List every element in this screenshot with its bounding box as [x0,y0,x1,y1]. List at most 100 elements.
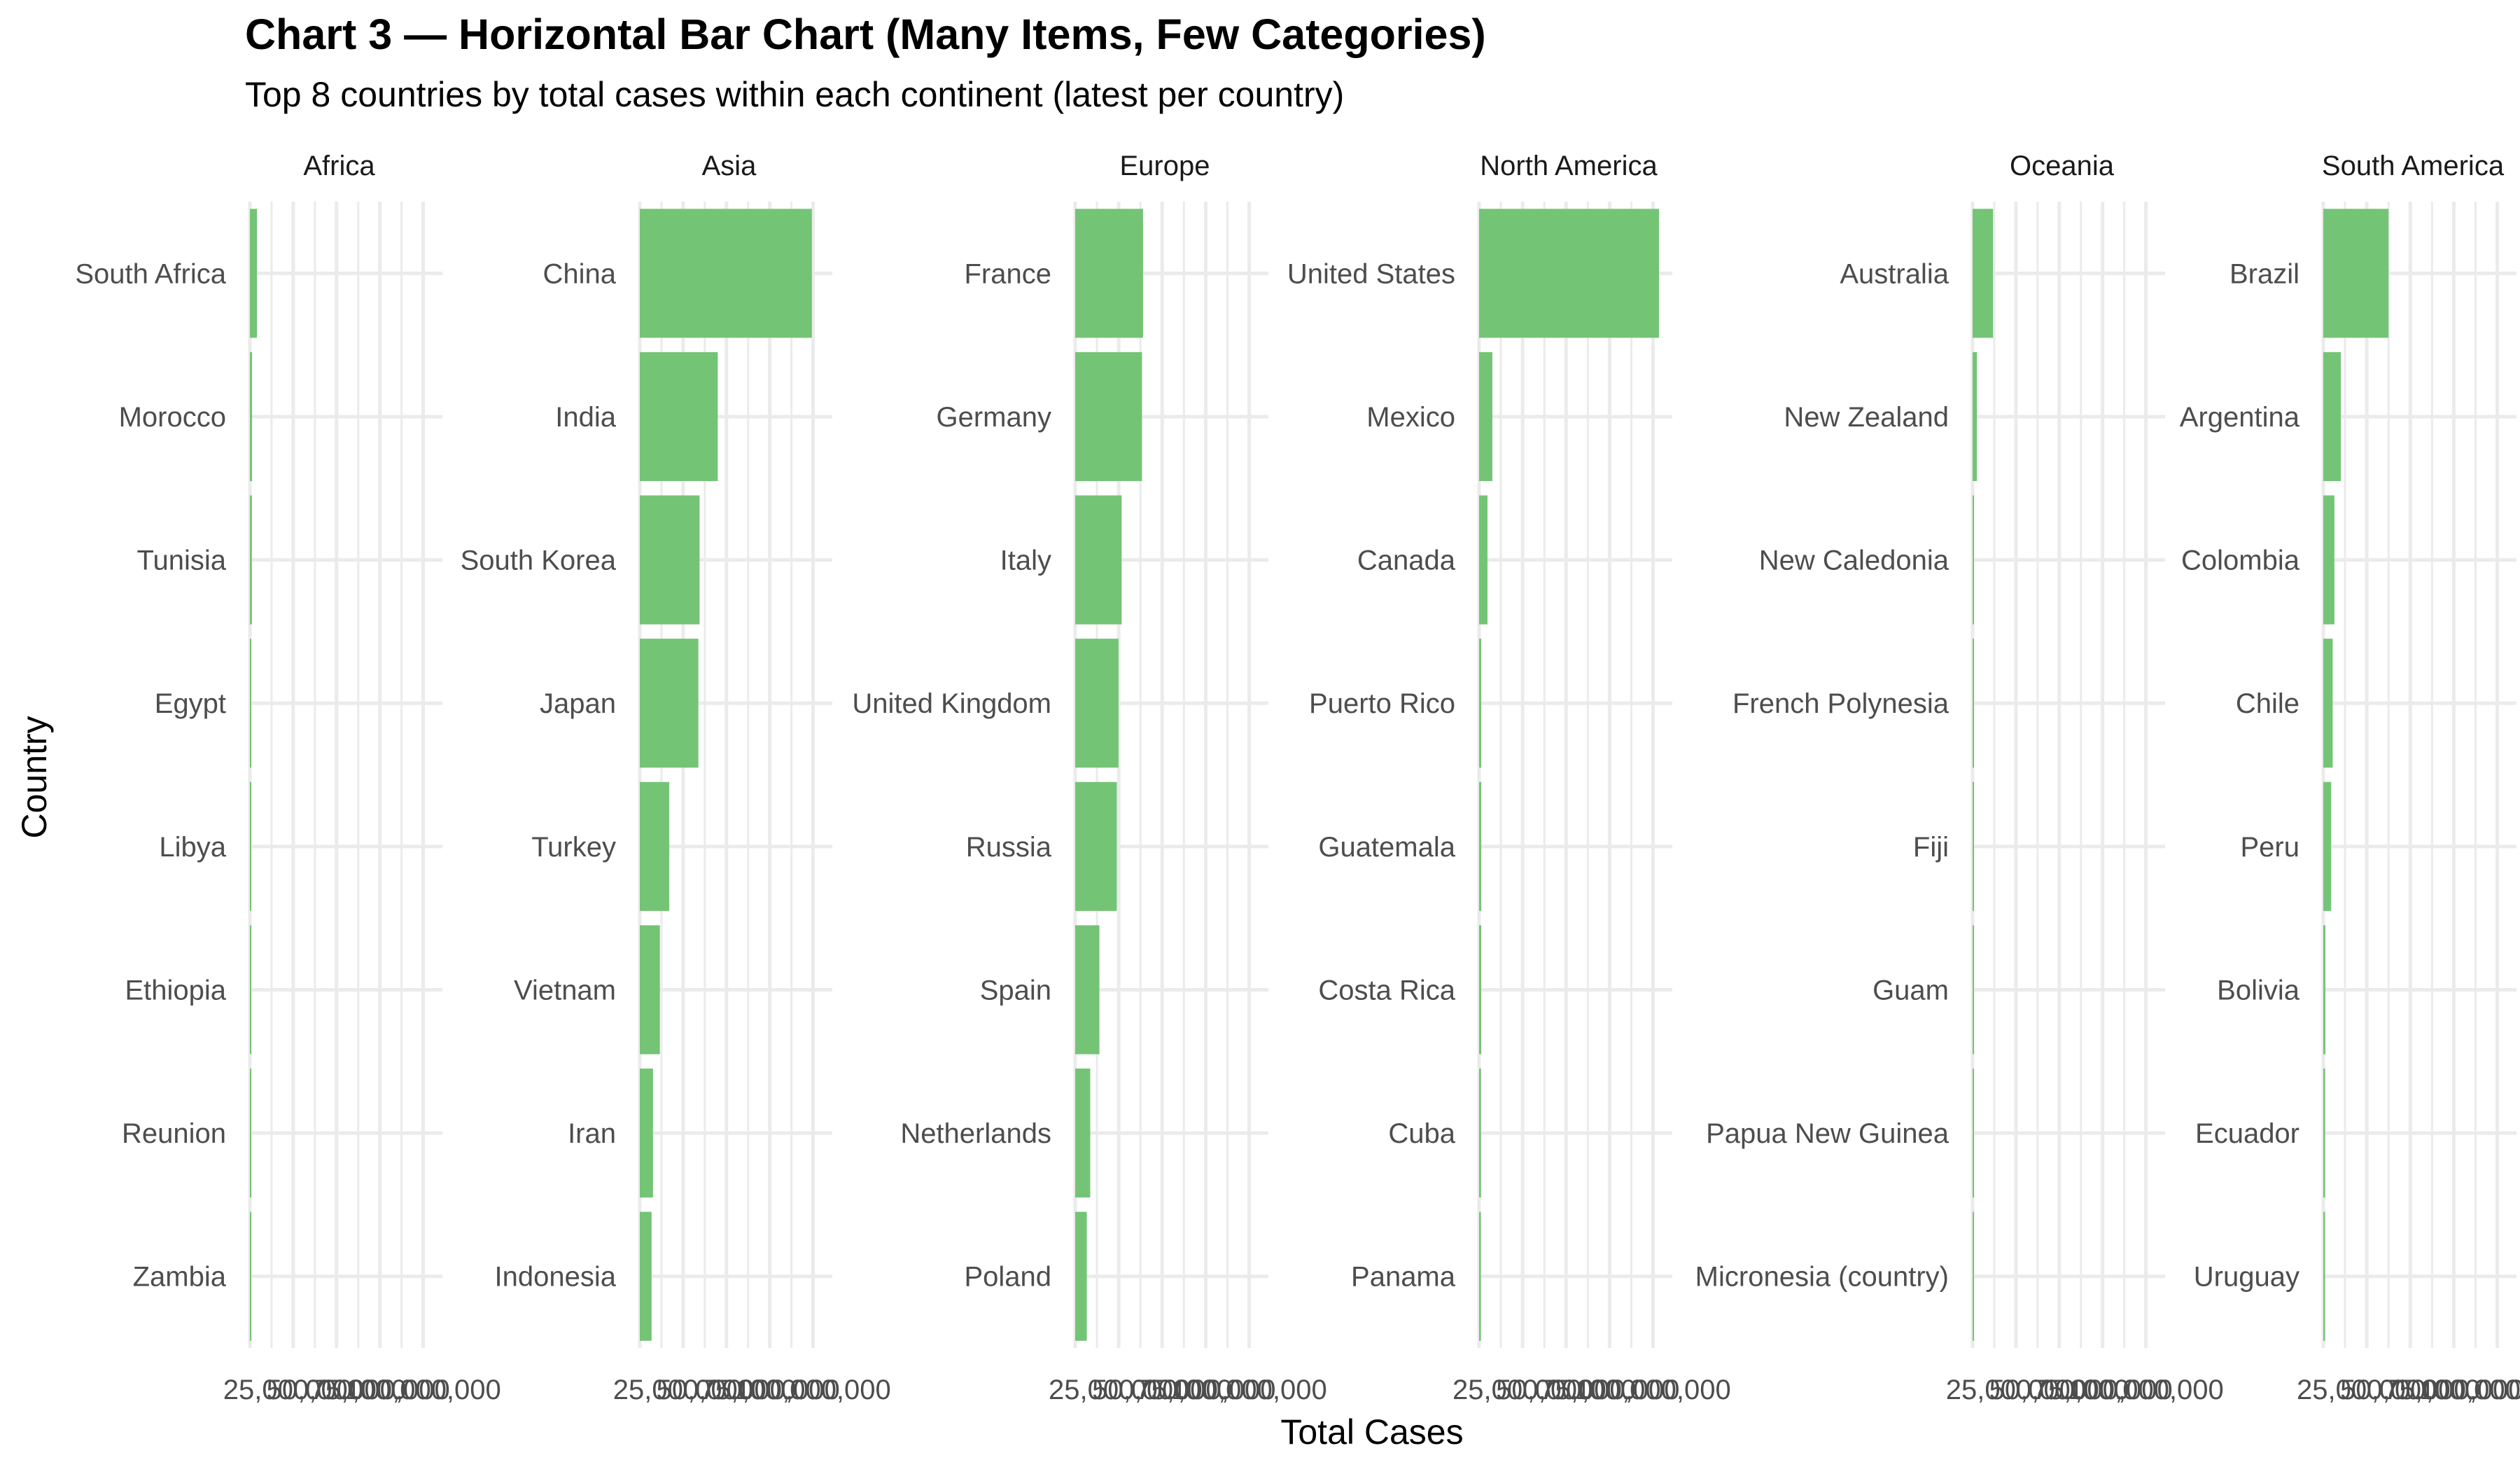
bar [640,209,812,338]
y-tick-label: Micronesia (country) [1695,1262,1949,1293]
x-tick-label: 50,000,000 [657,1375,797,1405]
y-tick-label: United Kingdom [852,688,1051,719]
y-tick-label: Costa Rica [1318,975,1455,1006]
facet-strip-label: Europe [1120,151,1210,181]
y-tick-label: Bolivia [2217,975,2300,1006]
x-tick-label: 100,000,000 [1575,1375,1730,1405]
x-tick-label: 25,000,000 [2297,1375,2437,1405]
x-tick-label: 25,000,000 [1049,1375,1189,1405]
bar [1075,1068,1091,1198]
bar [1479,639,1482,768]
y-tick-label: New Zealand [1784,402,1949,433]
y-tick-label: Mexico [1366,402,1455,433]
facet-strip-label: Oceania [2010,151,2115,181]
y-tick-label: China [542,258,616,289]
y-tick-label: Chile [2236,688,2300,719]
bar [1075,209,1143,338]
x-tick-label: 75,000,000 [1135,1375,1275,1405]
bar [1973,209,1994,338]
bar [1479,495,1488,625]
y-axis-title: Country [15,716,54,838]
bar [1973,1211,1974,1341]
bar [2323,925,2325,1055]
y-tick-label: French Polynesia [1732,688,1949,719]
bar [640,495,700,625]
y-tick-label: Indonesia [495,1262,617,1293]
bar [2323,781,2332,911]
facet-strip-label: Asia [702,151,757,181]
bar [250,495,252,625]
x-tick-label: 50,000,000 [267,1375,407,1405]
bar [640,1068,653,1198]
y-tick-label: Cuba [1388,1118,1455,1149]
y-tick-label: United States [1287,258,1455,289]
bar [1479,1068,1481,1198]
y-tick-label: New Caledonia [1759,545,1949,576]
y-tick-label: Panama [1351,1262,1456,1293]
bar [250,352,253,482]
x-tick-label: 25,000,000 [1452,1375,1592,1405]
y-tick-label: Australia [1840,258,1949,289]
x-tick-label: 75,000,000 [2384,1375,2520,1405]
bar [640,925,660,1055]
y-tick-label: Papua New Guinea [1706,1118,1949,1149]
y-tick-label: Colombia [2181,545,2300,576]
facet-panel: China India South Korea Japan Turkey Vietnam I… [461,151,891,1405]
y-tick-label: Ecuador [2195,1118,2300,1149]
y-tick-label: Japan [540,688,616,719]
y-tick-label: Reunion [122,1118,226,1149]
chart-title: Chart 3 — Horizontal Bar Chart (Many Ite… [245,11,1486,58]
bar [1075,639,1119,768]
bar [1973,639,1974,768]
y-tick-label: France [965,258,1052,289]
x-tick-label: 100,000,000 [2068,1375,2223,1405]
bar [2323,209,2389,338]
y-tick-label: Peru [2241,832,2300,863]
y-tick-label: Netherlands [900,1118,1051,1149]
bar [250,639,251,768]
bar [2323,495,2334,625]
y-tick-label: Morocco [119,402,226,433]
y-tick-label: Guatemala [1318,832,1455,863]
facet-strip-label: South America [2322,151,2505,181]
bar [2323,352,2342,482]
y-tick-label: Egypt [155,688,226,719]
bar [1479,781,1482,911]
x-tick-label: 75,000,000 [310,1375,450,1405]
bar [640,781,670,911]
y-tick-label: India [555,402,616,433]
bar [1973,781,1974,911]
bar [250,209,258,338]
y-tick-label: Germany [937,402,1052,433]
bar [2323,1068,2325,1198]
bar [2323,639,2333,768]
facet-panel: Brazil Argentina Colombia Chile Peru Bolivia E… [2180,151,2520,1405]
y-tick-label: Italy [1000,545,1051,576]
x-tick-label: 75,000,000 [1539,1375,1679,1405]
bar [1479,1211,1481,1341]
facet-strip-label: North America [1480,151,1658,181]
y-tick-label: South Africa [75,258,226,289]
bar [2323,1211,2325,1341]
y-tick-label: Argentina [2180,402,2300,433]
x-tick-label: 50,000,000 [1496,1375,1636,1405]
bar [1479,209,1659,338]
bar [1973,1068,1974,1198]
bar [640,1211,652,1341]
y-tick-label: Tunisia [137,545,227,576]
bar [1973,925,1974,1055]
x-tick-label: 50,000,000 [1092,1375,1232,1405]
y-tick-label: Russia [966,832,1052,863]
facet-panel: South Africa Morocco Tunisia Egypt Libya Ethi… [75,151,500,1405]
x-tick-label: 100,000,000 [2419,1375,2520,1405]
y-tick-label: Poland [964,1262,1051,1293]
bar [250,781,251,911]
x-tick-label: 25,000,000 [223,1375,363,1405]
bar [1973,495,1974,625]
bar [1973,352,1977,482]
y-tick-label: Ethiopia [125,975,226,1006]
bar [640,352,718,482]
